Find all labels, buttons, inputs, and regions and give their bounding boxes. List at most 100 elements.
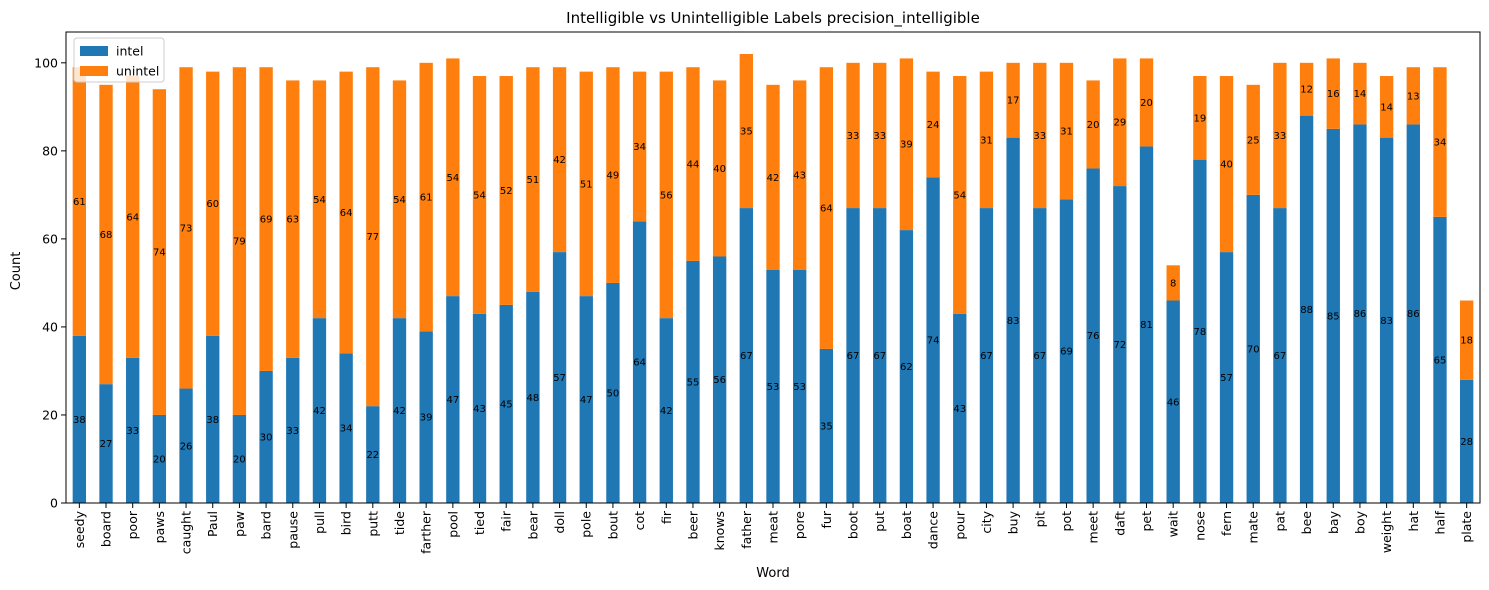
bar-value-label: 74 [153, 248, 166, 259]
bar-value-label: 39 [420, 413, 433, 424]
bar-intel [1273, 208, 1287, 503]
bar-value-label: 61 [73, 197, 86, 208]
bar-intel [953, 313, 967, 503]
bar-value-label: 79 [233, 237, 246, 248]
x-tick-label: cot [632, 511, 647, 531]
bar-unintel [1273, 62, 1287, 209]
x-tick-label: pore [792, 511, 807, 539]
bar-intel [126, 357, 140, 503]
bar-value-label: 42 [393, 406, 406, 417]
bar-intel [926, 177, 940, 503]
bar-value-label: 86 [1354, 309, 1367, 320]
bar-intel [419, 331, 433, 503]
bar-value-label: 28 [1460, 437, 1473, 448]
x-tick-label: bard [259, 511, 274, 539]
bar-unintel [259, 67, 273, 371]
x-tick-label: wait [1166, 511, 1181, 537]
bar-value-label: 19 [1194, 113, 1207, 124]
x-tick-label: bear [525, 510, 540, 539]
bar-intel [712, 256, 727, 503]
bar-intel [819, 348, 834, 503]
x-tick-label: fir [659, 510, 674, 524]
bar-unintel [446, 58, 460, 297]
x-tick-label: boat [899, 511, 914, 539]
bar-intel [552, 252, 567, 503]
bar-value-label: 40 [1220, 160, 1233, 171]
bar-value-label: 53 [793, 382, 806, 393]
bar-value-label: 31 [980, 135, 993, 146]
bar-intel [1193, 159, 1207, 503]
bar-value-label: 55 [687, 377, 700, 388]
bar-value-label: 64 [633, 358, 646, 369]
bar-value-label: 34 [633, 142, 646, 153]
bar-unintel [526, 67, 540, 292]
bar-intel [1086, 168, 1100, 503]
bar-value-label: 65 [1434, 355, 1447, 366]
bar-value-label: 67 [980, 351, 993, 362]
bar-unintel [206, 71, 220, 336]
bar-unintel [1219, 76, 1234, 253]
bar-unintel [846, 62, 860, 209]
bar-value-label: 57 [553, 373, 566, 384]
x-tick-label: pet [1139, 511, 1154, 532]
bar-value-label: 47 [446, 395, 459, 406]
bar-value-label: 61 [420, 193, 433, 204]
bar-intel [232, 414, 247, 503]
x-tick-label: bout [605, 511, 620, 540]
x-tick-label: city [979, 510, 994, 533]
bar-intel [846, 208, 860, 503]
bar-value-label: 54 [313, 195, 326, 206]
bar-value-label: 43 [793, 171, 806, 182]
bar-unintel [632, 71, 647, 222]
bar-value-label: 56 [713, 375, 726, 386]
bar-value-label: 42 [660, 406, 673, 417]
bar-value-label: 67 [1274, 351, 1287, 362]
bar-intel [526, 291, 540, 503]
bar-value-label: 20 [1087, 120, 1100, 131]
bar-value-label: 43 [473, 404, 486, 415]
x-tick-label: boot [846, 511, 861, 539]
bar-intel [339, 353, 353, 503]
bar-unintel [1299, 62, 1314, 116]
bar-value-label: 83 [1380, 316, 1393, 327]
bar-value-label: 54 [446, 173, 459, 184]
bar-value-label: 39 [900, 140, 913, 151]
bar-value-label: 24 [927, 120, 940, 131]
x-tick-label: pot [1059, 511, 1074, 532]
x-tick-label: beer [685, 510, 700, 539]
x-tick-label: put [872, 511, 887, 532]
bar-unintel [152, 89, 167, 415]
bar-intel [1326, 128, 1340, 503]
x-tick-label: putt [365, 511, 380, 537]
bar-value-label: 64 [340, 208, 353, 219]
bar-unintel [606, 67, 620, 283]
x-tick-label: fern [1219, 511, 1234, 536]
x-tick-label: nose [1192, 511, 1207, 541]
bar-unintel [712, 80, 727, 257]
bar-value-label: 69 [1060, 347, 1073, 358]
bar-intel [899, 230, 914, 503]
bar-value-label: 86 [1407, 309, 1420, 320]
bar-intel [1379, 137, 1394, 503]
x-tick-label: fair [499, 510, 514, 532]
bar-unintel [1353, 62, 1367, 125]
y-axis-label: Count [9, 252, 24, 291]
bar-intel [1033, 208, 1047, 503]
bar-value-label: 88 [1300, 305, 1313, 316]
bar-value-label: 56 [660, 190, 673, 201]
bar-value-label: 63 [286, 215, 299, 226]
x-tick-label: bee [1299, 511, 1314, 535]
legend-swatch-unintel [80, 66, 108, 76]
bar-value-label: 43 [953, 404, 966, 415]
bar-value-label: 54 [473, 190, 486, 201]
plot-area: 0 20 40 60 80 100 38 61 seedy 27 68 board 33 64 poor 20… [34, 54, 1474, 554]
bar-intel [606, 282, 620, 503]
y-tick-label: 80 [42, 143, 58, 158]
bar-value-label: 31 [1060, 127, 1073, 138]
bar-intel [1139, 146, 1154, 503]
x-tick-label: board [99, 511, 114, 547]
x-tick-label: doll [552, 511, 567, 534]
bar-intel [446, 296, 460, 503]
bar-intel [1353, 124, 1367, 503]
bar-value-label: 33 [847, 131, 860, 142]
